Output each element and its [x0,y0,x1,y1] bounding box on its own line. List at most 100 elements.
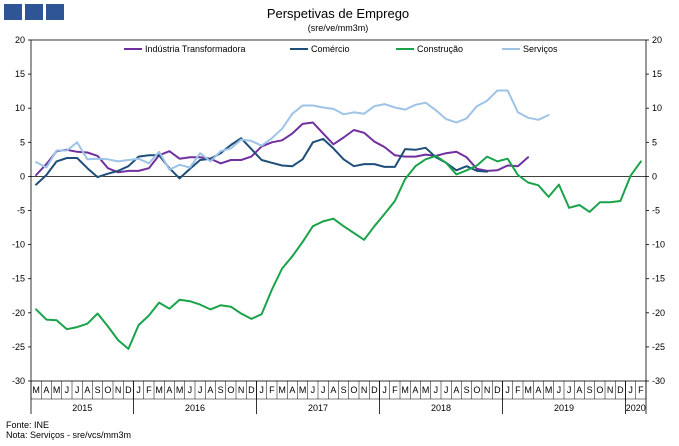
chart-legend: Indústria Transformadora Comércio Construç… [124,44,558,54]
y-tick-label-left: -10 [12,240,25,250]
x-tick-label: N [238,385,245,395]
year-label: 2018 [431,403,451,413]
x-tick-label: D [371,385,378,395]
x-tick-label: S [218,385,224,395]
x-tick-label: F [638,385,644,395]
method-note: Nota: Serviços - sre/vcs/mm3m [6,430,132,440]
x-tick-label: M [401,385,409,395]
x-tick-label: J [321,385,326,395]
x-tick-label: J [434,385,439,395]
x-tick-label: F [269,385,275,395]
year-label: 2017 [308,403,328,413]
x-tick-label: N [484,385,491,395]
x-tick-label: F [146,385,152,395]
x-tick-label: A [453,385,459,395]
x-tick-label: M [53,385,61,395]
source-note: Fonte: INE [6,420,50,430]
x-tick-label: O [350,385,357,395]
x-tick-label: F [392,385,398,395]
x-tick-label: S [95,385,101,395]
x-tick-label: N [607,385,614,395]
x-tick-label: J [259,385,264,395]
chart-title: Perspetivas de Emprego [267,6,409,21]
x-tick-label: F [515,385,521,395]
x-tick-label: O [227,385,234,395]
x-tick-label: J [505,385,510,395]
x-tick-label: J [444,385,449,395]
x-tick-label: J [382,385,387,395]
x-tick-label: A [207,385,213,395]
chart-series [35,89,642,350]
y-tick-label-right: -10 [652,240,665,250]
year-label: 2016 [185,403,205,413]
year-label: 2019 [554,403,574,413]
y-tick-label-left: 10 [15,103,25,113]
chart-subtitle: (sre/ve/mm3m) [308,23,369,33]
y-tick-label-right: 5 [652,137,657,147]
y-tick-label-right: 20 [652,35,662,45]
legend-label: Serviços [523,44,558,54]
plot-frame [30,39,647,382]
x-tick-label: M [278,385,286,395]
x-tick-label: J [198,385,203,395]
x-tick-label: A [84,385,90,395]
x-tick-label: D [125,385,132,395]
x-tick-label: A [166,385,172,395]
series-line [35,137,489,186]
x-tick-label: D [617,385,624,395]
y-tick-label-left: 15 [15,69,25,79]
employment-expectations-chart: Perspetivas de Emprego (sre/ve/mm3m) Ind… [12,6,665,414]
y-tick-label-left: -30 [12,376,25,386]
y-tick-label-right: -5 [652,206,660,216]
y-tick-label-left: 0 [20,171,25,181]
x-tick-label: J [136,385,141,395]
y-tick-label-left: -5 [17,206,25,216]
x-tick-label: A [576,385,582,395]
legend-label: Construção [417,44,463,54]
x-tick-label: S [587,385,593,395]
ine-logo [4,4,64,20]
x-tick-label: N [361,385,368,395]
y-tick-label-right: 15 [652,69,662,79]
x-tick-label: D [494,385,501,395]
y-tick-label-right: -25 [652,342,665,352]
y-tick-label-left: -15 [12,274,25,284]
y-tick-label-right: -20 [652,308,665,318]
x-tick-label: D [248,385,255,395]
x-tick-label: M [545,385,553,395]
x-tick-label: M [176,385,184,395]
x-tick-label: J [75,385,80,395]
logo-block [25,4,43,20]
x-tick-label: S [464,385,470,395]
legend-label: Indústria Transformadora [145,44,246,54]
x-tick-label: J [628,385,633,395]
x-tick-label: A [330,385,336,395]
x-tick-label: A [43,385,49,395]
y-tick-label-left: 5 [20,137,25,147]
x-tick-label: J [557,385,562,395]
x-tick-label: M [32,385,40,395]
series-line [35,89,550,171]
year-label: 2015 [72,403,92,413]
y-tick-label-right: 10 [652,103,662,113]
x-tick-label: S [341,385,347,395]
chart-footer: Fonte: INE Nota: Serviços - sre/vcs/mm3m [6,420,131,440]
x-tick-label: O [104,385,111,395]
x-tick-label: O [473,385,480,395]
series-line [35,121,530,176]
logo-block [46,4,64,20]
x-tick-label: M [155,385,163,395]
y-tick-label-left: 20 [15,35,25,45]
x-tick-label: M [299,385,307,395]
x-tick-label: N [115,385,122,395]
x-tick-label: J [65,385,70,395]
x-tick-label: A [535,385,541,395]
x-tick-label: A [289,385,295,395]
legend-label: Comércio [311,44,350,54]
series-line [35,154,642,350]
x-tick-label: J [311,385,316,395]
y-tick-label-right: -30 [652,376,665,386]
y-tick-label-right: -15 [652,274,665,284]
x-tick-label: J [188,385,193,395]
